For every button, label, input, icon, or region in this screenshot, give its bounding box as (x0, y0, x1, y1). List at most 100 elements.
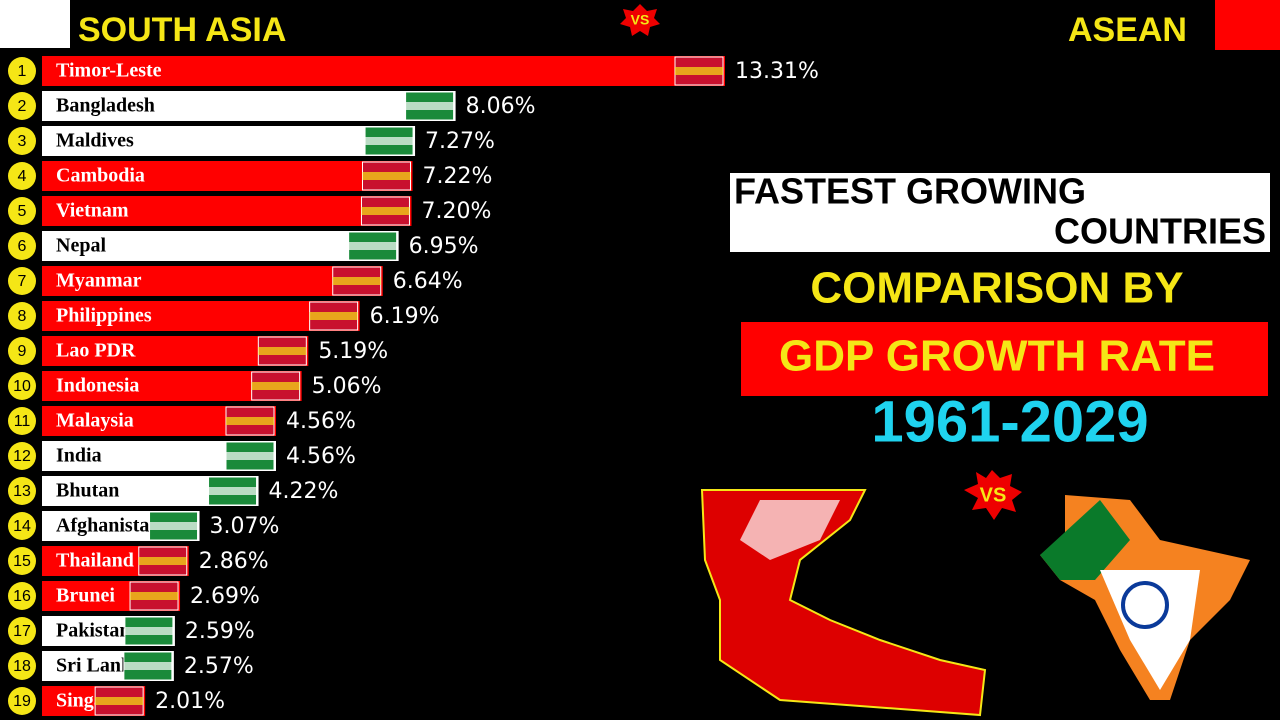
value-label: 2.86% (199, 549, 269, 574)
rank: 18 (13, 658, 31, 675)
value-label: 4.56% (286, 444, 356, 469)
value-label: 7.20% (421, 199, 491, 224)
category-label: Thailand (56, 550, 134, 572)
map-asean (700, 489, 987, 717)
category-label: Vietnam (56, 200, 129, 222)
title: COUNTRIES (1054, 211, 1266, 252)
subtitle: COMPARISON BY (810, 264, 1183, 313)
rank-badge (8, 407, 36, 435)
rank: 7 (18, 273, 27, 290)
category-label: Cambodia (56, 165, 145, 187)
rank: 5 (18, 203, 27, 220)
rank-badge (8, 617, 36, 645)
value-label: 8.06% (466, 94, 536, 119)
rank-badge (8, 127, 36, 155)
rank: 11 (14, 413, 31, 430)
rank: 16 (13, 588, 31, 605)
category-label: Lao PDR (56, 340, 136, 362)
bar (42, 56, 725, 86)
title-box (730, 173, 1270, 252)
rank: 12 (13, 448, 31, 465)
flag-stripe (361, 207, 410, 215)
value-label: 7.27% (425, 129, 495, 154)
bar (42, 196, 412, 226)
rank-badge (8, 337, 36, 365)
rank: 10 (13, 378, 31, 395)
flag-stripe (138, 557, 187, 565)
rank: 13 (13, 483, 31, 500)
category-label: Maldives (56, 130, 134, 152)
value-label: 3.07% (210, 514, 280, 539)
flag-stripe (258, 347, 307, 355)
rank-badge (8, 57, 36, 85)
rank: 17 (13, 623, 31, 640)
flag-stripe (332, 277, 381, 285)
category-label: India (56, 445, 102, 467)
value-label: 7.22% (422, 164, 492, 189)
highlight: GDP GROWTH RATE (779, 332, 1215, 381)
category-label: Brunei (56, 585, 115, 607)
value-label: 2.57% (184, 654, 254, 679)
rank-badge (8, 232, 36, 260)
highlight-box (741, 322, 1268, 396)
rank: 14 (13, 518, 31, 535)
value-label: 2.69% (190, 584, 260, 609)
flag-stripe (251, 382, 300, 390)
flag-stripe (365, 137, 414, 145)
flag-stripe (225, 452, 274, 460)
flag-stripe (405, 102, 454, 110)
rank: 15 (13, 553, 31, 570)
category-label: Philippines (56, 305, 152, 327)
category-label: Pakistan (56, 620, 130, 642)
value-label: 2.59% (185, 619, 255, 644)
flag-stripe (124, 627, 173, 635)
legend-swatch (0, 0, 70, 48)
rank-badge (8, 687, 36, 715)
value-label: 5.06% (312, 374, 382, 399)
category-label: Myanmar (56, 270, 142, 292)
category-label: Nepal (56, 235, 106, 257)
flag-stripe (208, 487, 257, 495)
category-label: Indonesia (56, 375, 139, 397)
value-label: 5.19% (318, 339, 388, 364)
value-label: 6.95% (409, 234, 479, 259)
rank-badge (8, 442, 36, 470)
value-label: 6.19% (370, 304, 440, 329)
rank: 19 (13, 693, 31, 710)
bar (42, 266, 383, 296)
flag-stripe (149, 522, 198, 530)
value-label: 4.22% (269, 479, 339, 504)
flag-stripe (123, 662, 172, 670)
category-label: Bangladesh (56, 95, 155, 117)
vs-badge (964, 470, 1022, 520)
flag-stripe (225, 417, 274, 425)
vs-badge (620, 4, 660, 36)
category-label: Malaysia (56, 410, 134, 432)
rank: 6 (18, 238, 27, 255)
vs-text: VS (980, 484, 1007, 506)
bar (42, 161, 413, 191)
rank: 4 (18, 168, 27, 185)
flag-stripe (309, 312, 358, 320)
rank: 8 (18, 308, 27, 325)
rank-badge (8, 372, 36, 400)
rank-badge (8, 302, 36, 330)
bar (42, 231, 399, 261)
bar (42, 301, 360, 331)
category-label: Afghanistan (56, 515, 160, 537)
rank-badge (8, 652, 36, 680)
value-label: 2.01% (155, 689, 225, 714)
vs-text: VS (631, 12, 650, 28)
rank-badge (8, 582, 36, 610)
rank: 1 (18, 63, 27, 80)
flag-stripe (675, 67, 723, 75)
flag-stripe (362, 172, 411, 180)
bar (42, 91, 456, 121)
legend-label: SOUTH ASIA (78, 11, 286, 49)
rank: 9 (18, 343, 27, 360)
category-label: Bhutan (56, 480, 119, 502)
flag-stripe (348, 242, 397, 250)
flag-stripe (130, 592, 179, 600)
rank-badge (8, 92, 36, 120)
